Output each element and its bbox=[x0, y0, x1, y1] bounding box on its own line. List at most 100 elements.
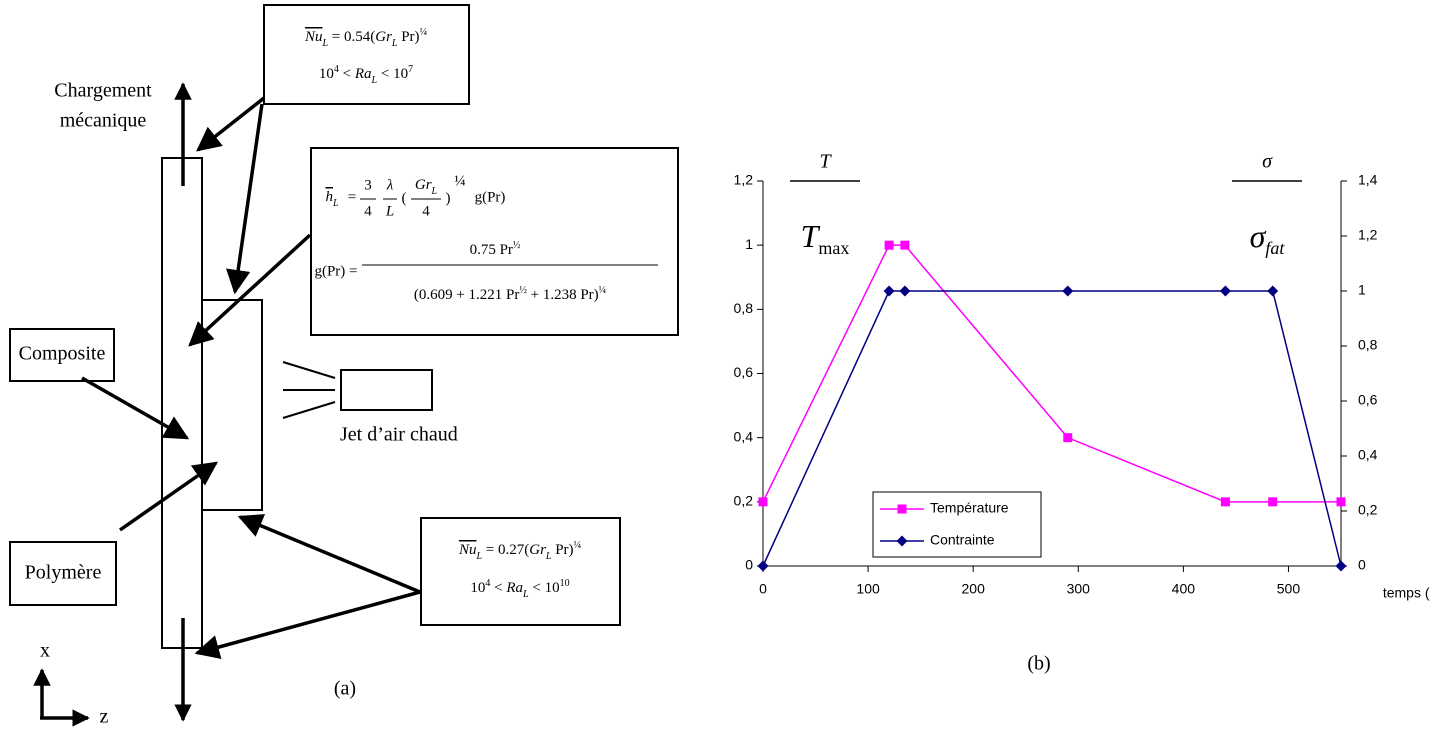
formula-part: 4 bbox=[422, 203, 430, 219]
formula-part: < bbox=[339, 66, 355, 82]
x-tick-label: 200 bbox=[962, 581, 986, 597]
label: Polymère bbox=[25, 562, 102, 584]
y-axis-label: σ bbox=[1262, 151, 1273, 173]
jet-box bbox=[340, 369, 433, 411]
formula-part: Pr) bbox=[397, 29, 419, 45]
marker bbox=[900, 240, 910, 250]
x-tick-label: 0 bbox=[759, 581, 767, 597]
formula-box-top bbox=[263, 4, 470, 105]
x-tick-label: 400 bbox=[1172, 581, 1196, 597]
formula-part: λ bbox=[386, 177, 394, 193]
y-tick-label: 1,2 bbox=[734, 172, 754, 188]
formula-part: Ra bbox=[354, 66, 372, 82]
caption: (a) bbox=[334, 678, 356, 700]
jet-line bbox=[282, 401, 336, 419]
y2-tick-label: 0,6 bbox=[1358, 392, 1378, 408]
formula-part: L bbox=[431, 186, 438, 197]
caption: (b) bbox=[1027, 653, 1050, 675]
formula-part: ) bbox=[446, 190, 451, 206]
formula-part: + 1.238 Pr) bbox=[527, 287, 599, 303]
x-axis-label: temps (s) bbox=[1383, 585, 1430, 601]
formula-part: Gr bbox=[415, 177, 432, 193]
formula-part: 7 bbox=[408, 64, 413, 75]
arrow bbox=[81, 376, 190, 440]
formula-part: L bbox=[332, 198, 339, 209]
legend-box bbox=[872, 491, 1042, 558]
legend-label: Température bbox=[930, 500, 1009, 516]
formula-part: L bbox=[475, 551, 482, 562]
y-axis-label-part: max bbox=[818, 238, 849, 258]
formula-box-bottom bbox=[420, 517, 621, 626]
y-axis-label-part: T bbox=[801, 218, 821, 254]
marker bbox=[899, 285, 911, 297]
marker bbox=[1267, 285, 1279, 297]
formula-part: ¼ bbox=[599, 285, 607, 296]
formula-part: ¼ bbox=[454, 173, 465, 189]
line bbox=[762, 244, 1341, 503]
jet-line bbox=[282, 361, 336, 379]
x-tick-label: 100 bbox=[856, 581, 880, 597]
y-tick-label: 0,6 bbox=[734, 364, 754, 380]
formula-part: h bbox=[325, 189, 333, 205]
legend-marker bbox=[896, 535, 908, 547]
marker bbox=[1063, 433, 1073, 443]
marker bbox=[758, 497, 768, 507]
marker bbox=[1335, 560, 1347, 572]
y-tick-label: 0,4 bbox=[734, 428, 754, 444]
marker bbox=[883, 285, 895, 297]
formula: 104 < RaL < 107 bbox=[319, 64, 413, 86]
x-tick-label: 300 bbox=[1067, 581, 1091, 597]
y-tick-label: 1 bbox=[745, 236, 753, 252]
polymer-strip bbox=[201, 299, 263, 511]
y-axis-label: T bbox=[819, 151, 832, 173]
y-tick-label: 0 bbox=[745, 557, 753, 573]
polymer-box bbox=[9, 541, 117, 606]
marker bbox=[757, 560, 769, 572]
formula: (0.609 + 1.221 Pr½ + 1.238 Pr)¼ bbox=[414, 285, 607, 304]
formula-part: 4 bbox=[364, 203, 372, 219]
formula-part: = 0.27( bbox=[482, 542, 529, 558]
formula-part: 4 bbox=[334, 64, 339, 75]
formula-part: = 0.54( bbox=[328, 29, 375, 45]
x-tick-label: 500 bbox=[1277, 581, 1301, 597]
formula-part: 10 bbox=[560, 578, 570, 589]
formula-part: < 10 bbox=[377, 66, 408, 82]
legend-label: Contrainte bbox=[930, 532, 995, 548]
y2-tick-label: 0 bbox=[1358, 557, 1366, 573]
y-tick-label: 0,2 bbox=[734, 493, 754, 509]
line bbox=[762, 290, 1342, 567]
arrow bbox=[118, 461, 219, 532]
formula-part: L bbox=[321, 38, 328, 49]
formula-part: L bbox=[522, 589, 529, 600]
formula-part: (0.609 + 1.221 Pr bbox=[414, 287, 520, 303]
arrow bbox=[194, 590, 421, 659]
label: mécanique bbox=[60, 110, 147, 132]
formula-part: = bbox=[348, 189, 356, 205]
y-axis-label: σfat bbox=[1250, 218, 1286, 258]
formula-box-middle bbox=[310, 147, 679, 336]
y2-tick-label: 1,4 bbox=[1358, 172, 1378, 188]
legend-marker bbox=[897, 504, 907, 514]
formula-part: ½ bbox=[519, 285, 527, 296]
formula-part: < 10 bbox=[529, 580, 560, 596]
label: Chargement bbox=[54, 80, 152, 102]
marker bbox=[1219, 285, 1231, 297]
formula: hL bbox=[325, 189, 339, 208]
marker bbox=[1336, 497, 1346, 507]
formula-part: 4 bbox=[485, 578, 490, 589]
marker bbox=[884, 240, 894, 250]
arrow bbox=[196, 96, 266, 152]
formula-part: Gr bbox=[375, 29, 392, 45]
formula: NuL = 0.54(GrL Pr)¼ bbox=[304, 27, 428, 49]
formula-part: Ra bbox=[505, 580, 523, 596]
axis-label: z bbox=[100, 706, 109, 728]
y2-tick-label: 1 bbox=[1358, 282, 1366, 298]
formula-part: g(Pr) = bbox=[314, 263, 357, 279]
formula: 0.75 Pr½ bbox=[470, 240, 521, 259]
axis-label: x bbox=[40, 640, 50, 662]
formula-part: 10 bbox=[470, 580, 485, 596]
formula: GrL bbox=[415, 177, 438, 196]
label: Jet d’air chaud bbox=[340, 424, 458, 446]
composite-box bbox=[9, 328, 115, 382]
